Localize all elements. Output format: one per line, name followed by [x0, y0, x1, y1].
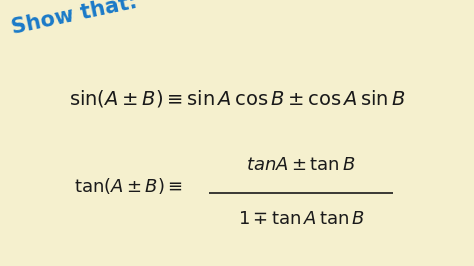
Text: Show that:: Show that:: [9, 0, 139, 38]
Text: $1 \mp \tan A\,\tan B$: $1 \mp \tan A\,\tan B$: [237, 210, 365, 228]
Text: $\sin(A \pm B) \equiv \sin A\,\cos B \pm \cos A\,\sin B$: $\sin(A \pm B) \equiv \sin A\,\cos B \pm…: [69, 88, 405, 109]
Text: $\mathit{tan}A \pm \tan B$: $\mathit{tan}A \pm \tan B$: [246, 156, 356, 174]
Text: $\tan(A \pm B) \equiv$: $\tan(A \pm B) \equiv$: [73, 176, 182, 196]
